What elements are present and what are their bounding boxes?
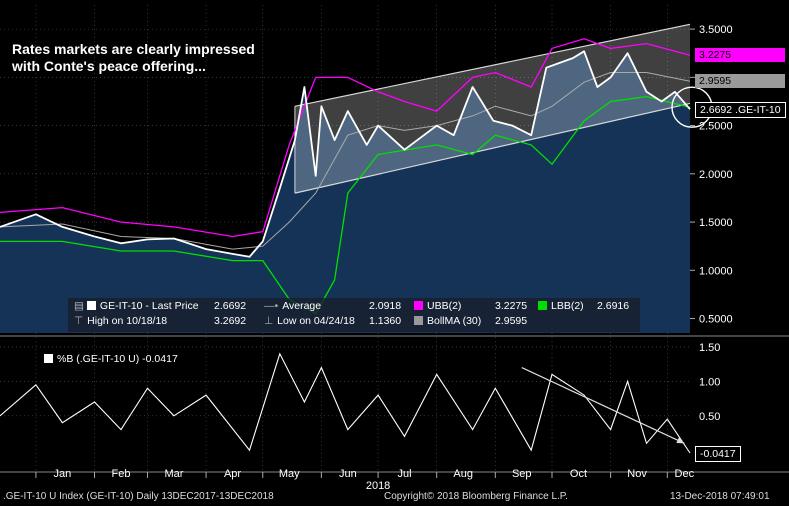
legend-square-icon: ▤ bbox=[74, 300, 84, 312]
y-tick-label: 1.0000 bbox=[699, 265, 733, 277]
legend-entry-high: ⊤ High on 10/18/18 bbox=[74, 315, 167, 327]
headline-line-2: with Conte's peace offering... bbox=[12, 58, 206, 74]
footer-security: .GE-IT-10 U Index (GE-IT-10) Daily 13DEC… bbox=[3, 491, 274, 502]
trend-channel bbox=[294, 23, 691, 194]
indicator-tick-label: 1.00 bbox=[699, 376, 720, 388]
x-tick-label: Sep bbox=[512, 468, 532, 480]
legend-average-label: Average bbox=[282, 300, 322, 312]
indicator-tick-label: 1.50 bbox=[699, 342, 720, 354]
x-tick-label: May bbox=[279, 468, 300, 480]
last-price-tag: 2.6692 .GE-IT-10 bbox=[695, 102, 786, 119]
y-tick-label: 1.5000 bbox=[699, 217, 733, 229]
x-tick-label: Dec bbox=[675, 468, 695, 480]
trend-channel-lower bbox=[294, 102, 691, 194]
legend-entry-last: ▤ GE-IT-10 - Last Price bbox=[74, 300, 199, 312]
legend-entry-ubb: UBB(2) bbox=[414, 300, 461, 312]
area-layer bbox=[0, 51, 690, 334]
x-tick-label: Jan bbox=[54, 468, 72, 480]
indicator-legend-label: %B (.GE-IT-10 U) -0.0417 bbox=[57, 353, 178, 365]
legend-entry-low: ⊥ Low on 04/24/18 bbox=[264, 315, 355, 327]
legend-average-value: 2.0918 bbox=[369, 300, 402, 312]
bollma-value-tag: 2.9595 bbox=[695, 74, 785, 89]
trend-channel-upper bbox=[294, 23, 691, 107]
trend-channel-fill bbox=[294, 24, 690, 194]
legend-row-2: ⊤ High on 10/18/18 3.2692 ⊥ Low on 04/24/1… bbox=[68, 315, 640, 331]
footer-timestamp: 13-Dec-2018 07:49:01 bbox=[670, 491, 770, 502]
legend-row-1: ▤ GE-IT-10 - Last Price 2.6692 —• Average … bbox=[68, 300, 640, 316]
legend-last-value: 2.6692 bbox=[214, 300, 247, 312]
x-tick-label: Jun bbox=[339, 468, 357, 480]
legend-low-icon: ⊥ bbox=[264, 315, 274, 327]
legend-lbb-label: LBB(2) bbox=[551, 300, 584, 312]
legend-swatch-last bbox=[86, 301, 96, 310]
chart-legend[interactable]: ▤ GE-IT-10 - Last Price 2.6692 —• Average … bbox=[68, 298, 640, 332]
ubb-line bbox=[0, 38, 691, 238]
legend-swatch-lbb bbox=[538, 301, 547, 310]
x-tick-label: Nov bbox=[627, 468, 647, 480]
price-area bbox=[0, 51, 690, 334]
footer-copyright: Copyright© 2018 Bloomberg Finance L.P. bbox=[384, 491, 568, 502]
x-tick-label: Feb bbox=[112, 468, 131, 480]
price-line bbox=[0, 50, 691, 258]
x-year-label: 2018 bbox=[366, 480, 390, 492]
ubb-value-tag: 3.2275 bbox=[695, 48, 785, 63]
indicator-legend-swatch bbox=[44, 354, 53, 363]
legend-bollma-value: 2.9595 bbox=[495, 315, 528, 327]
percent-b-trendline bbox=[521, 367, 685, 444]
bollma-line bbox=[0, 72, 691, 250]
series-layer bbox=[0, 38, 691, 315]
legend-high-icon: ⊤ bbox=[74, 315, 84, 327]
legend-entry-bollma: BollMA (30) bbox=[414, 315, 481, 327]
y-tick-label: 3.5000 bbox=[699, 24, 733, 36]
trendline-arrowhead bbox=[676, 437, 685, 444]
x-tick-label: Aug bbox=[453, 468, 473, 480]
y-tick-label: 2.0000 bbox=[699, 169, 733, 181]
percent-b-line bbox=[0, 352, 691, 454]
legend-low-value: 1.1360 bbox=[369, 315, 402, 327]
legend-high-value: 3.2692 bbox=[214, 315, 247, 327]
indicator-layer bbox=[0, 352, 691, 454]
x-tick-label: Jul bbox=[398, 468, 412, 480]
y-tick-label: 2.5000 bbox=[699, 121, 733, 133]
x-tick-label: Oct bbox=[570, 468, 587, 480]
legend-entry-average: —• Average bbox=[264, 300, 321, 312]
y-tick-label: 0.5000 bbox=[699, 314, 733, 326]
legend-average-icon: —• bbox=[264, 300, 279, 312]
legend-ubb-value: 3.2275 bbox=[495, 300, 528, 312]
x-tick-label: Apr bbox=[224, 468, 241, 480]
legend-low-label: Low on 04/24/18 bbox=[277, 315, 355, 327]
headline-line-1: Rates markets are clearly impressed bbox=[12, 41, 255, 57]
chart-headline: Rates markets are clearly impressed with… bbox=[12, 41, 312, 75]
legend-bollma-label: BollMA (30) bbox=[427, 315, 482, 327]
lbb-line bbox=[0, 95, 691, 315]
indicator-legend: %B (.GE-IT-10 U) -0.0417 bbox=[44, 353, 178, 365]
indicator-value-tag: -0.0417 bbox=[695, 446, 741, 463]
legend-last-label: GE-IT-10 - Last Price bbox=[99, 300, 199, 312]
legend-swatch-bollma bbox=[414, 316, 423, 325]
legend-ubb-label: UBB(2) bbox=[427, 300, 462, 312]
indicator-tick-label: 0.50 bbox=[699, 411, 720, 423]
legend-lbb-value: 2.6916 bbox=[597, 300, 630, 312]
legend-swatch-ubb bbox=[414, 301, 423, 310]
legend-entry-lbb: LBB(2) bbox=[538, 300, 584, 312]
x-tick-label: Mar bbox=[164, 468, 183, 480]
legend-high-label: High on 10/18/18 bbox=[87, 315, 168, 327]
